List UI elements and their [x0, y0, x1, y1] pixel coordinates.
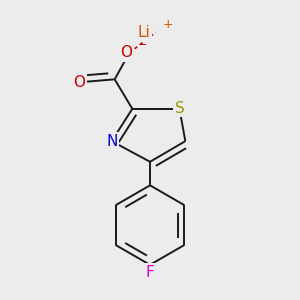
- Text: O: O: [73, 75, 85, 90]
- Text: S: S: [175, 101, 184, 116]
- Text: +: +: [162, 18, 173, 32]
- Text: N: N: [106, 134, 117, 149]
- Text: F: F: [146, 265, 154, 280]
- Text: O: O: [120, 45, 132, 60]
- Text: −: −: [138, 40, 147, 50]
- Text: Li: Li: [138, 25, 151, 40]
